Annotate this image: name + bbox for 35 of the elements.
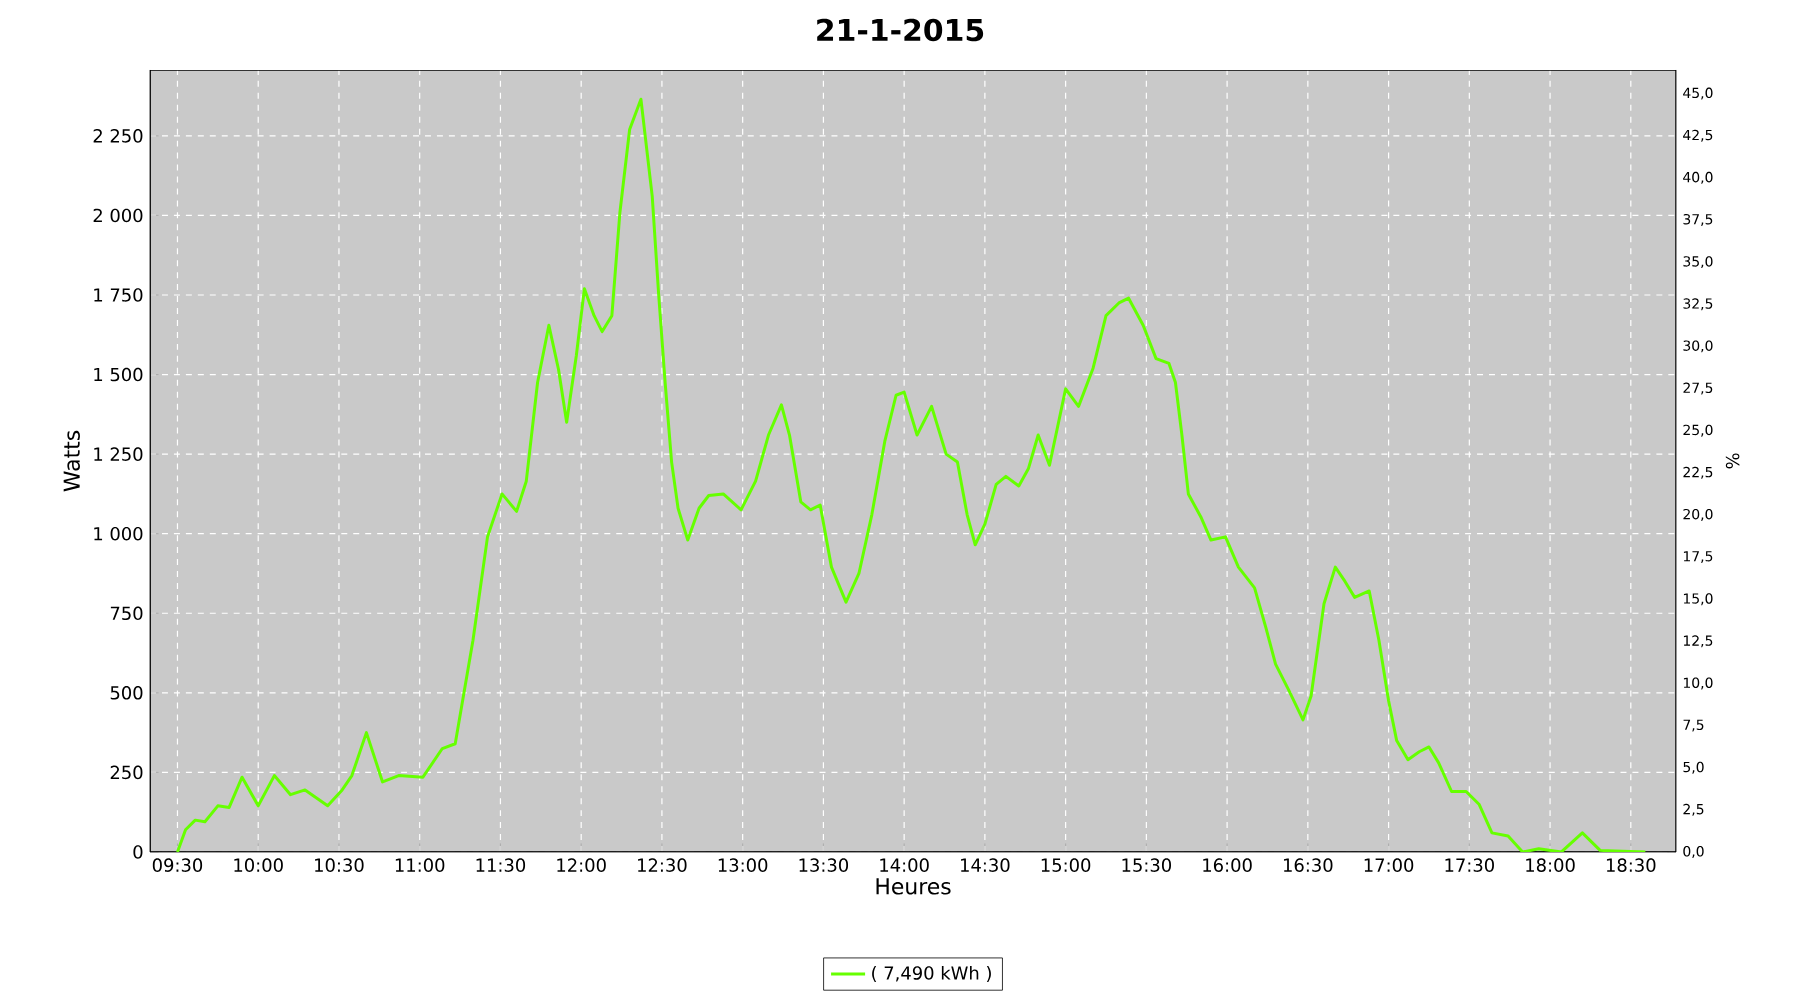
chart-title: 21-1-2015 <box>817 18 984 42</box>
x-tick-label: 17:30 <box>1445 858 1494 872</box>
y-tick-label: 1 500 <box>94 367 143 382</box>
x-tick-label: 17:00 <box>1364 858 1414 872</box>
y-tick-label: 250 <box>110 765 143 780</box>
x-tick-label: 11:30 <box>476 858 526 872</box>
y-tick-label: 500 <box>110 686 143 700</box>
y-tick-label: 0 <box>133 845 143 859</box>
x-tick-label: 18:30 <box>1606 858 1656 872</box>
x-tick-label: 10:00 <box>234 858 283 872</box>
x-tick-label: 09:30 <box>152 858 203 872</box>
x-tick-label: 15:30 <box>1122 858 1171 872</box>
y-tick-label: 750 <box>110 606 143 621</box>
x-tick-label: 14:30 <box>961 858 1010 872</box>
x-tick-label: 12:30 <box>638 858 687 872</box>
y-tick-label: 2 250 <box>93 129 143 143</box>
y-tick-label: 1 000 <box>94 526 143 541</box>
x-tick-label: 11:00 <box>395 858 445 872</box>
x-tick-label: 13:30 <box>799 858 849 872</box>
y-tick-label: 1 250 <box>94 447 143 461</box>
y-tick-label: 1 750 <box>94 288 143 302</box>
y-tick-label: 2 000 <box>93 208 143 223</box>
x-tick-label: 14:00 <box>880 858 929 872</box>
x-tick-label: 13:00 <box>718 858 768 872</box>
x-tick-label: 16:30 <box>1283 858 1333 872</box>
x-axis-title: Heures <box>876 878 951 895</box>
line-series <box>175 97 1647 852</box>
y2-axis-title: % <box>1725 453 1740 469</box>
x-tick-label: 18:00 <box>1526 858 1575 872</box>
y-axis-title: Watts <box>63 430 80 492</box>
x-tick-label: 10:30 <box>315 858 364 872</box>
x-tick-label: 15:00 <box>1041 858 1091 872</box>
legend-label: ( 7,490 kWh ) <box>872 965 991 982</box>
x-tick-label: 16:00 <box>1203 858 1252 872</box>
x-tick-label: 12:00 <box>557 858 606 872</box>
